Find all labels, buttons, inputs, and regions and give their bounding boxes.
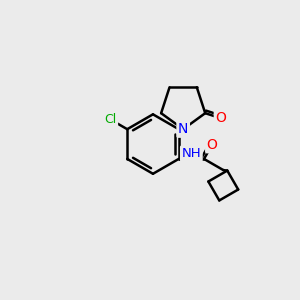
- Text: O: O: [207, 138, 218, 152]
- Text: N: N: [178, 122, 188, 136]
- Text: O: O: [215, 111, 226, 125]
- Text: Cl: Cl: [104, 113, 117, 126]
- Text: NH: NH: [182, 147, 201, 160]
